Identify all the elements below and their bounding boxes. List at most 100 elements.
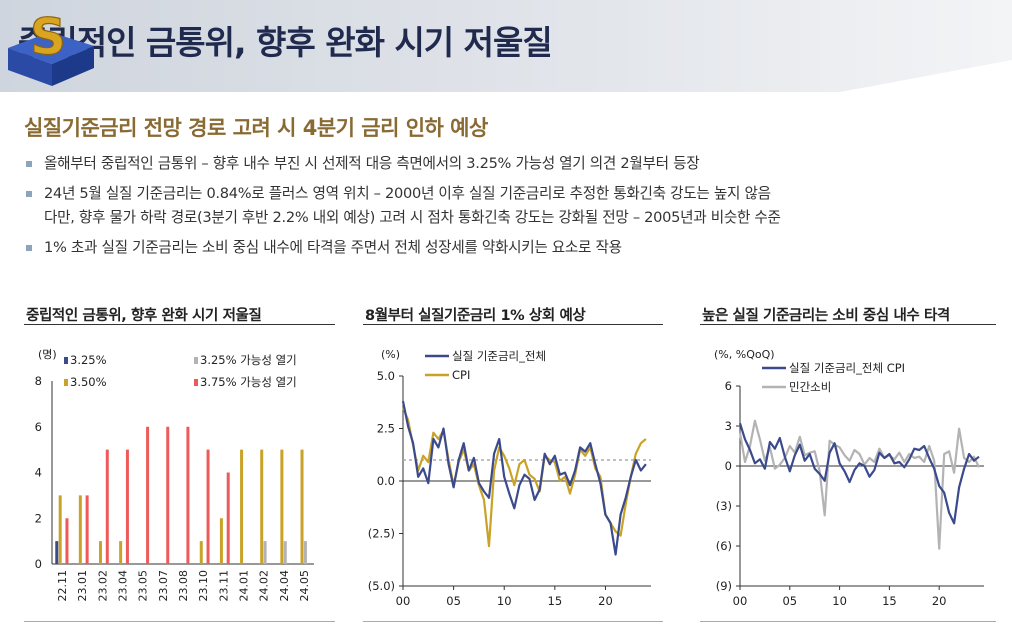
- y-tick-label: 0: [725, 459, 732, 473]
- legend-label-1: CPI: [452, 368, 470, 382]
- bar-3-8: [226, 472, 230, 564]
- y-tick-label: 0: [35, 557, 42, 571]
- bullet-item: 올해부터 중립적인 금통위 – 향후 내수 부진 시 선제적 대응 측면에서의 …: [24, 152, 999, 176]
- x-tick-label: 24.01: [237, 570, 250, 602]
- x-tick-label: 20: [598, 594, 613, 608]
- bar-2-10: [263, 541, 267, 564]
- y-tick-label: 2.5: [377, 422, 395, 436]
- y-tick-label: (3): [716, 499, 732, 513]
- x-tick-label: 24.02: [258, 570, 271, 602]
- series-line-민간소비: [738, 419, 980, 550]
- header-banner: 중립적인 금통위, 향후 완화 시기 저울질 S: [0, 0, 1012, 92]
- series-line-실질 기준금리_전체 CPI: [738, 422, 980, 525]
- x-tick-label: 24.05: [298, 570, 311, 602]
- bar-0-0: [55, 541, 59, 564]
- legend-swatch-2: [194, 357, 198, 364]
- y-axis-unit: (%): [381, 348, 400, 361]
- y-tick-label: 2: [35, 511, 42, 525]
- y-tick-label: 6: [35, 420, 42, 434]
- y-tick-label: 3: [725, 419, 732, 433]
- bar-1-7: [199, 541, 203, 564]
- chart2-line-chart: (%) (5.0) (2.5) 0.0 2.5 5.0 00 05 10 15 20 실질 기준금리_…: [368, 348, 651, 608]
- chart3-rule: [700, 324, 996, 325]
- legend-label-0: 실질 기준금리_전체: [452, 349, 546, 363]
- x-tick-label: 15: [548, 594, 563, 608]
- bar-3-3: [125, 449, 129, 564]
- bar-1-11: [280, 449, 284, 564]
- y-tick-label: 0.0: [377, 474, 395, 488]
- bullet-list: 올해부터 중립적인 금통위 – 향후 내수 부진 시 선제적 대응 측면에서의 …: [24, 152, 999, 266]
- chart2-bottom-rule: [363, 621, 663, 622]
- bar-1-1: [78, 495, 82, 564]
- x-tick-label: 22.11: [56, 570, 69, 602]
- bar-1-10: [260, 449, 264, 564]
- bullet-text: 1% 초과 실질 기준금리는 소비 중심 내수에 타격을 주면서 전체 성장세를…: [44, 239, 622, 256]
- legend-label-1: 3.50%: [70, 375, 107, 389]
- bullet-text: 올해부터 중립적인 금통위 – 향후 내수 부진 시 선제적 대응 측면에서의 …: [44, 155, 700, 172]
- bar-1-12: [300, 449, 304, 564]
- legend-swatch-1: [64, 379, 68, 386]
- bullet-item: 1% 초과 실질 기준금리는 소비 중심 내수에 타격을 주면서 전체 성장세를…: [24, 236, 999, 260]
- chart1-bar-chart: (명) 0 2 4 6 8 22.11 23.01 23.02 23.04 23.05 23.07 23…: [35, 348, 314, 602]
- chart1-rule: [24, 324, 335, 325]
- svg-text:S: S: [30, 8, 66, 66]
- bar-2-11: [283, 541, 287, 564]
- bar-3-6: [186, 426, 190, 564]
- chart1-bottom-rule: [24, 621, 335, 622]
- bullet-item: 24년 5월 실질 기준금리는 0.84%로 플러스 영역 위치 – 2000년…: [24, 182, 999, 206]
- bar-1-8: [219, 518, 223, 564]
- y-axis-unit: (명): [38, 348, 57, 361]
- x-tick-label: 15: [882, 594, 897, 608]
- chart3-bottom-rule: [700, 621, 996, 622]
- chart2-rule: [363, 324, 663, 325]
- x-tick-label: 23.02: [96, 570, 109, 602]
- x-tick-label: 10: [832, 594, 847, 608]
- chart3-line-chart: (%, %QoQ) (9) (6) (3) 0 3 6 00 05 10 15 20 실질 기준금리_전…: [714, 348, 984, 608]
- legend-label-0: 3.25%: [70, 353, 107, 367]
- page-title: 중립적인 금통위, 향후 완화 시기 저울질: [18, 23, 553, 62]
- x-tick-label: 23.05: [137, 570, 150, 602]
- y-tick-label: (6): [716, 539, 732, 553]
- chart3-title: 높은 실질 기준금리는 소비 중심 내수 타격: [702, 308, 950, 324]
- brand-logo-icon: S: [8, 7, 94, 86]
- legend-swatch-3: [194, 379, 198, 386]
- y-tick-label: 4: [35, 466, 42, 480]
- legend-swatch-0: [64, 357, 68, 364]
- x-tick-label: 23.07: [157, 570, 170, 602]
- chart2-title: 8월부터 실질기준금리 1% 상회 예상: [365, 308, 586, 324]
- legend-label-2: 3.25% 가능성 열기: [200, 353, 297, 367]
- y-axis-unit: (%, %QoQ): [714, 348, 775, 361]
- y-tick-label: 6: [725, 379, 732, 393]
- bar-3-7: [206, 449, 210, 564]
- bar-1-3: [119, 541, 123, 564]
- bullet-continuation: 다만, 향후 물가 하락 경로(3분기 후반 2.2% 내외 예상) 고려 시 …: [24, 206, 999, 230]
- y-tick-label: 8: [35, 374, 42, 388]
- series-line-실질 기준금리_전체: [401, 400, 647, 556]
- x-tick-label: 23.10: [197, 570, 210, 602]
- x-tick-label: 24.04: [278, 570, 291, 602]
- x-tick-label: 00: [733, 594, 748, 608]
- bar-1-9: [240, 449, 244, 564]
- legend-label-0: 실질 기준금리_전체 CPI: [789, 361, 905, 375]
- bar-2-12: [303, 541, 307, 564]
- bar-3-4: [146, 426, 150, 564]
- x-tick-label: 05: [446, 594, 461, 608]
- x-tick-label: 10: [497, 594, 512, 608]
- bullet-text: 다만, 향후 물가 하락 경로(3분기 후반 2.2% 내외 예상) 고려 시 …: [44, 209, 781, 226]
- y-tick-label: (2.5): [368, 527, 395, 541]
- bullet-square-icon: [26, 191, 32, 197]
- bullet-square-icon: [26, 245, 32, 251]
- x-tick-label: 23.08: [177, 570, 190, 602]
- y-tick-label: 5.0: [377, 369, 395, 383]
- bullet-text: 24년 5월 실질 기준금리는 0.84%로 플러스 영역 위치 – 2000년…: [44, 185, 771, 202]
- x-tick-label: 00: [396, 594, 411, 608]
- bar-1-2: [98, 541, 102, 564]
- bullet-square-icon: [26, 161, 32, 167]
- section-subtitle: 실질기준금리 전망 경로 고려 시 4분기 금리 인하 예상: [24, 116, 488, 140]
- header-background: [0, 0, 1012, 92]
- legend-label-3: 3.75% 가능성 열기: [200, 375, 297, 389]
- x-tick-label: 05: [782, 594, 797, 608]
- x-tick-label: 23.04: [117, 570, 130, 602]
- legend-label-1: 민간소비: [789, 380, 831, 394]
- x-tick-label: 20: [932, 594, 947, 608]
